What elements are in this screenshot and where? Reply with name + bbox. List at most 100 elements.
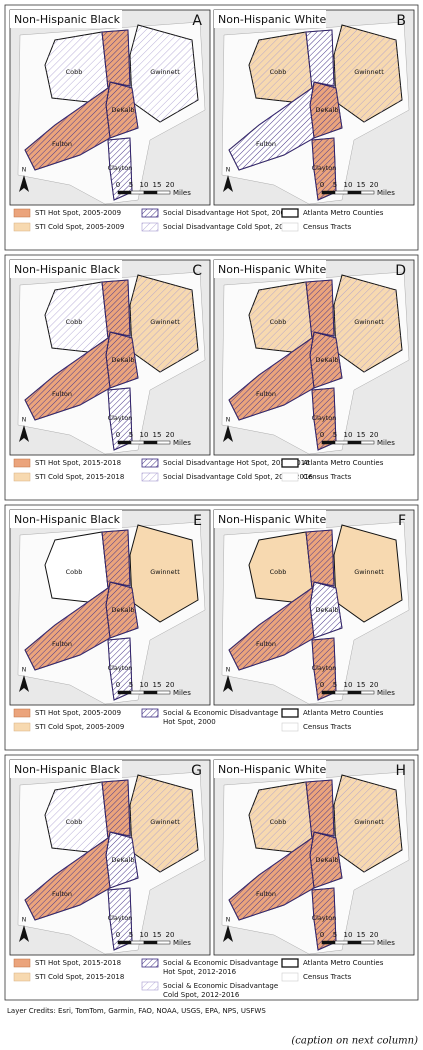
hatch	[24, 779, 131, 921]
map-letter: A	[192, 13, 202, 29]
legend-label: STI Cold Spot, 2005-2009	[35, 223, 124, 231]
north-arrow	[223, 175, 233, 192]
scale-segment	[334, 190, 349, 195]
north-label: N	[226, 417, 231, 424]
legend-label: Hot Spot, 2000	[163, 718, 216, 726]
map-title: Non-Hispanic Black	[14, 263, 121, 276]
legend-label: Census Tracts	[303, 723, 352, 731]
map: Cobb Gwinnett DeKalb Fulton Clayton Non-Hispa…	[9, 509, 211, 706]
scale-unit: Miles	[173, 189, 191, 197]
scale-label: 20	[166, 181, 175, 189]
scale-segment	[321, 440, 336, 445]
map: Cobb Gwinnett DeKalb Fulton Clayton Non-Hispa…	[9, 759, 211, 956]
title-box	[10, 760, 122, 778]
county-label: Clayton	[312, 664, 337, 672]
map-letter: C	[192, 263, 202, 279]
scale-unit: Miles	[377, 689, 395, 697]
panel: Cobb Gwinnett DeKalb Fulton Clayton Non-Hispa…	[4, 254, 419, 501]
legend-label: STI Hot Spot, 2015-2018	[35, 459, 121, 467]
legend-label: STI Hot Spot, 2005-2009	[35, 209, 121, 217]
hatch	[107, 137, 133, 201]
legend-label: Social & Economic Disadvantage	[163, 709, 278, 717]
north-label: N	[226, 917, 231, 924]
scale-segment	[156, 690, 171, 695]
legend-swatch	[13, 222, 31, 232]
legend-label: STI Cold Spot, 2015-2018	[35, 473, 124, 481]
legend-label: Atlanta Metro Counties	[303, 209, 384, 217]
scale-label: 10	[140, 931, 149, 939]
scale-label: 10	[140, 181, 149, 189]
scale-label: 5	[333, 431, 337, 439]
scale-segment	[117, 940, 132, 945]
hatch	[311, 137, 337, 201]
county-label: Cobb	[270, 68, 287, 76]
hatch	[45, 32, 108, 102]
scale-label: 5	[129, 931, 133, 939]
scale-segment	[117, 440, 132, 445]
scale-unit: Miles	[377, 189, 395, 197]
county-label: Fulton	[256, 640, 276, 648]
county-label: Clayton	[108, 914, 133, 922]
scale-segment	[360, 440, 375, 445]
legend-label: Census Tracts	[303, 223, 352, 231]
county-label: DeKalb	[111, 356, 134, 364]
scale-segment	[347, 190, 362, 195]
scale-label: 10	[140, 431, 149, 439]
north-arrow	[19, 425, 29, 442]
county-label: Fulton	[52, 390, 72, 398]
north-label: N	[226, 667, 231, 674]
scale-label: 10	[140, 681, 149, 689]
scale-segment	[130, 190, 145, 195]
hatch	[24, 529, 131, 671]
scale-segment	[347, 440, 362, 445]
county-label: DeKalb	[111, 856, 134, 864]
scale-unit: Miles	[173, 439, 191, 447]
legend-swatch	[13, 472, 31, 482]
scale-label: 10	[344, 931, 353, 939]
scale-segment	[360, 940, 375, 945]
scale-segment	[360, 690, 375, 695]
scale-label: 0	[116, 931, 120, 939]
north-arrow	[223, 675, 233, 692]
legend-swatch	[281, 222, 299, 232]
scale-label: 0	[116, 431, 120, 439]
legend-swatch	[281, 472, 299, 482]
scale-segment	[347, 690, 362, 695]
hatch	[107, 387, 133, 451]
legend-label: Cold Spot, 2012-2016	[163, 991, 240, 999]
legend-label: STI Cold Spot, 2005-2009	[35, 723, 124, 731]
legend-swatch	[281, 458, 299, 468]
scale-label: 10	[344, 181, 353, 189]
scale-label: 10	[344, 681, 353, 689]
legend-swatch	[13, 958, 31, 968]
county-label: Gwinnett	[150, 318, 180, 326]
scale-label: 5	[333, 931, 337, 939]
scale-label: 15	[357, 681, 366, 689]
scale-label: 5	[333, 681, 337, 689]
scale-segment	[321, 940, 336, 945]
legend-label: Atlanta Metro Counties	[303, 959, 384, 967]
north-label: N	[226, 167, 231, 174]
scale-label: 5	[129, 181, 133, 189]
legend-label: Social Disadvantage Cold Spot, 2000	[163, 223, 293, 231]
title-box	[214, 10, 326, 28]
scale-label: 20	[370, 681, 379, 689]
legend-swatch	[13, 458, 31, 468]
scale-label: 15	[153, 181, 162, 189]
scale-segment	[117, 190, 132, 195]
scale-segment	[143, 940, 158, 945]
north-label: N	[22, 417, 27, 424]
county-label: Fulton	[52, 640, 72, 648]
scale-label: 15	[153, 681, 162, 689]
map-title: Non-Hispanic Black	[14, 513, 121, 526]
scale-label: 5	[333, 181, 337, 189]
legend-swatch	[13, 708, 31, 718]
hatch	[334, 25, 402, 122]
scale-segment	[360, 190, 375, 195]
legend-swatch	[13, 208, 31, 218]
scale-label: 0	[320, 181, 324, 189]
map-letter: E	[193, 513, 202, 529]
scale-segment	[130, 940, 145, 945]
credits: Layer Credits: Esri, TomTom, Garmin, FAO…	[7, 1007, 266, 1015]
map-letter: D	[395, 263, 406, 279]
